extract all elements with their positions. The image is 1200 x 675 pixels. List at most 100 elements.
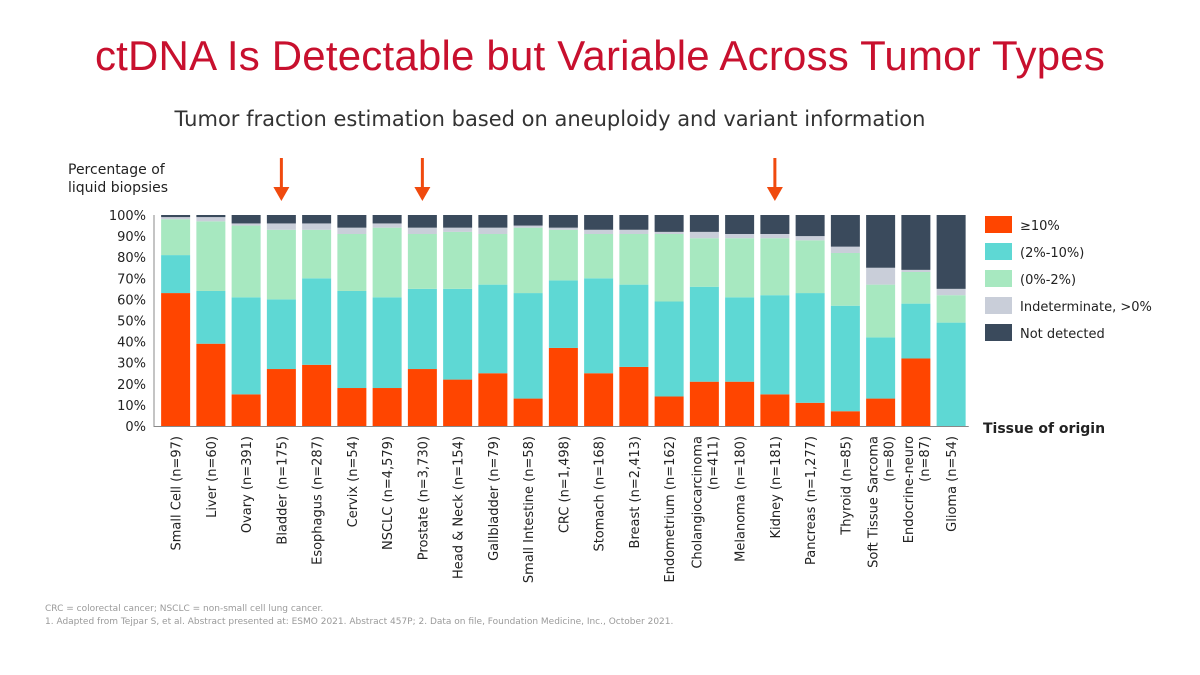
bar-segment-0-2 bbox=[901, 271, 931, 304]
y-tick-label: 30% bbox=[117, 357, 146, 372]
bar-segment-0-2 bbox=[936, 295, 966, 323]
x-tick-label: Endometrium (n=162) bbox=[663, 436, 678, 583]
bar-segment-0-2 bbox=[513, 227, 543, 294]
bar-segment-not-detected bbox=[901, 215, 931, 270]
bar-segment-indeterminate-0 bbox=[548, 227, 578, 230]
bar-segment-10 bbox=[725, 381, 755, 426]
bar-segment-10 bbox=[584, 373, 614, 426]
bar-segment-0-2 bbox=[548, 229, 578, 281]
bar-segment-0-2 bbox=[619, 233, 649, 285]
bar-segment-2-10 bbox=[231, 297, 261, 395]
bar-segment-10 bbox=[337, 388, 367, 426]
bar-segment-not-detected bbox=[266, 215, 296, 224]
bar-segment-not-detected bbox=[513, 215, 543, 226]
bar-segment-10 bbox=[513, 398, 543, 426]
x-tick-label: NSCLC (n=4,579) bbox=[381, 436, 396, 550]
x-tick-label: Small Intestine (n=58) bbox=[522, 436, 537, 583]
bar-segment-2-10 bbox=[830, 305, 860, 412]
bar-segment-0-2 bbox=[689, 238, 719, 287]
y-tick-label: 20% bbox=[117, 378, 146, 393]
bar-segment-indeterminate-0 bbox=[372, 223, 402, 228]
bar-segment-2-10 bbox=[407, 288, 437, 370]
bar-segment-indeterminate-0 bbox=[161, 217, 191, 220]
bar-segment-0-2 bbox=[266, 229, 296, 300]
legend-swatch bbox=[985, 216, 1012, 233]
bar-segment-indeterminate-0 bbox=[266, 223, 296, 230]
bar-segment-2-10 bbox=[161, 255, 191, 294]
bar-segment-0-2 bbox=[161, 219, 191, 256]
bar-segment-not-detected bbox=[302, 215, 332, 224]
x-tick-label: (n=80) bbox=[883, 436, 898, 482]
bar-segment-not-detected bbox=[584, 215, 614, 230]
y-tick-label: 70% bbox=[117, 272, 146, 287]
bar-segment-not-detected bbox=[337, 215, 367, 228]
bar-segment-indeterminate-0 bbox=[830, 246, 860, 253]
bar-segment-2-10 bbox=[936, 322, 966, 426]
y-axis-label: Percentage of liquid biopsies bbox=[68, 162, 169, 196]
bar-segment-not-detected bbox=[760, 215, 790, 234]
y-tick-label: 90% bbox=[117, 230, 146, 245]
bar-segment-0-2 bbox=[725, 238, 755, 298]
bar-segment-indeterminate-0 bbox=[196, 217, 226, 222]
bar-segment-2-10 bbox=[302, 278, 332, 365]
bar-segment-indeterminate-0 bbox=[302, 223, 332, 230]
bar-segment-0-2 bbox=[760, 238, 790, 296]
bar-segment-indeterminate-0 bbox=[795, 236, 825, 241]
bar-segment-10 bbox=[407, 369, 437, 426]
bar-segment-10 bbox=[266, 369, 296, 426]
bar-segment-indeterminate-0 bbox=[443, 227, 473, 232]
bar-segment-not-detected bbox=[795, 215, 825, 237]
bar-segment-10 bbox=[901, 358, 931, 426]
bar-segment-2-10 bbox=[866, 337, 896, 399]
bar-segment-not-detected bbox=[725, 215, 755, 234]
bar-segment-2-10 bbox=[548, 280, 578, 348]
legend-label: (0%-2%) bbox=[1020, 273, 1076, 288]
x-tick-label: Stomach (n=168) bbox=[593, 436, 608, 552]
bar-segment-not-detected bbox=[548, 215, 578, 228]
bar-segment-10 bbox=[654, 396, 684, 426]
y-tick-label: 80% bbox=[117, 251, 146, 266]
bar-segment-indeterminate-0 bbox=[654, 231, 684, 234]
bar-segment-10 bbox=[619, 366, 649, 426]
x-axis-title: Tissue of origin bbox=[983, 421, 1105, 437]
bar-segment-10 bbox=[689, 381, 719, 426]
bar-segment-indeterminate-0 bbox=[513, 225, 543, 228]
bar-segment-0-2 bbox=[478, 233, 508, 285]
bar-segment-indeterminate-0 bbox=[866, 267, 896, 285]
bar-segment-2-10 bbox=[513, 293, 543, 399]
highlight-arrow-head bbox=[273, 187, 290, 201]
legend-swatch bbox=[985, 324, 1012, 341]
y-tick-label: 50% bbox=[117, 315, 146, 330]
x-tick-label: Liver (n=60) bbox=[205, 436, 220, 518]
bar-segment-indeterminate-0 bbox=[231, 223, 261, 226]
x-tick-label: Endocrine-neuro bbox=[902, 436, 917, 543]
y-tick-label: 100% bbox=[109, 209, 146, 224]
legend-swatch bbox=[985, 270, 1012, 287]
bar-segment-not-detected bbox=[443, 215, 473, 228]
x-tick-label: Gallbladder (n=79) bbox=[487, 436, 502, 561]
bar-segment-10 bbox=[302, 364, 332, 426]
bar-segment-not-detected bbox=[866, 215, 896, 268]
legend-label: Indeterminate, >0% bbox=[1020, 300, 1152, 315]
highlight-arrow-head bbox=[414, 187, 431, 201]
x-tick-label: Ovary (n=391) bbox=[240, 436, 255, 533]
x-tick-label: Head & Neck (n=154) bbox=[452, 436, 467, 579]
bar-segment-indeterminate-0 bbox=[337, 227, 367, 234]
x-tick-label: CRC (n=1,498) bbox=[557, 436, 572, 533]
bar-segment-indeterminate-0 bbox=[407, 227, 437, 234]
bar-segment-10 bbox=[478, 373, 508, 426]
x-tick-label: Bladder (n=175) bbox=[275, 436, 290, 545]
legend-swatch bbox=[985, 297, 1012, 314]
y-tick-label: 60% bbox=[117, 293, 146, 308]
y-tick-label: 10% bbox=[117, 399, 146, 414]
bar-segment-2-10 bbox=[619, 284, 649, 367]
x-tick-label: Soft Tissue Sarcoma bbox=[867, 436, 882, 568]
bar-segment-0-2 bbox=[337, 233, 367, 291]
bar-segment-0-2 bbox=[830, 252, 860, 306]
bar-segment-2-10 bbox=[760, 295, 790, 395]
x-tick-label: Thyroid (n=85) bbox=[839, 436, 854, 536]
bar-segment-indeterminate-0 bbox=[936, 288, 966, 296]
bar-segment-not-detected bbox=[654, 215, 684, 232]
x-tick-label: Kidney (n=181) bbox=[769, 436, 784, 539]
bar-segment-indeterminate-0 bbox=[619, 229, 649, 234]
